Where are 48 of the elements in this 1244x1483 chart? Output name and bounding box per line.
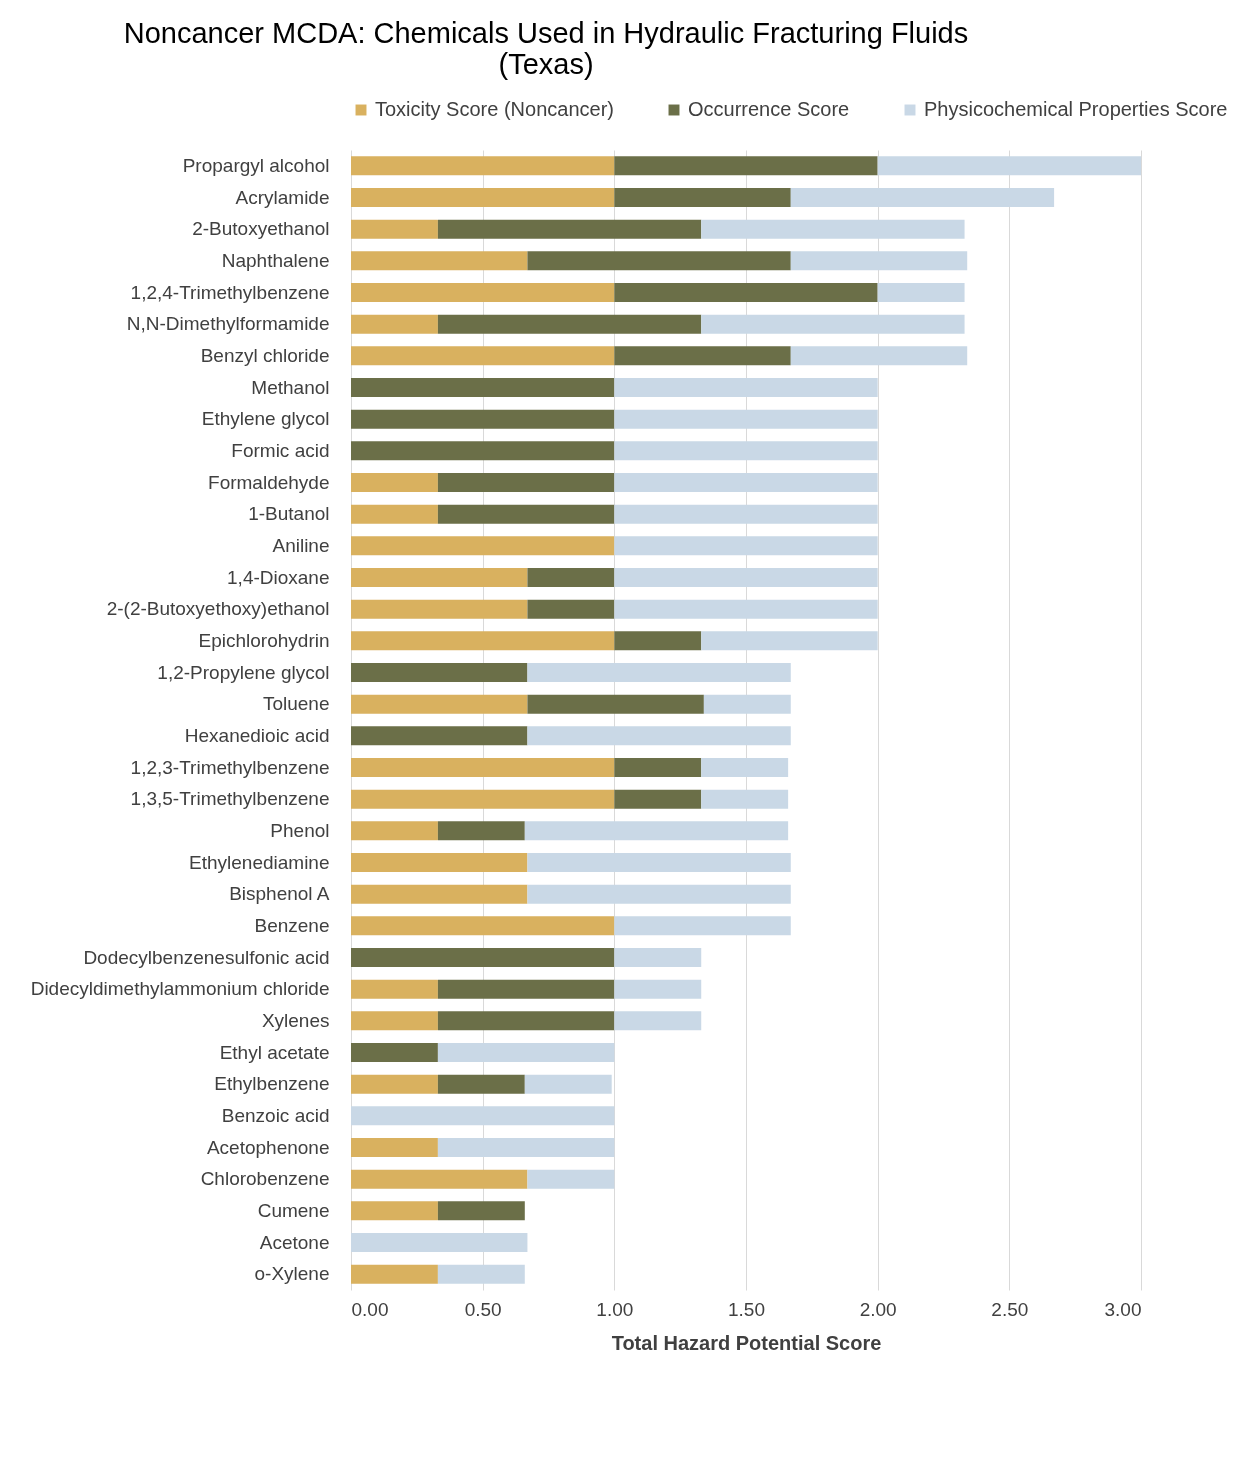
y-tick-label: Hexanedioic acid bbox=[184, 724, 330, 746]
y-tick-label: Ethylbenzene bbox=[214, 1073, 330, 1095]
y-tick-label: 1-Butanol bbox=[248, 503, 330, 525]
x-tick-label: 1.50 bbox=[728, 1298, 765, 1320]
y-tick-label: 1,2-Propylene glycol bbox=[157, 661, 330, 683]
y-tick-label: Acetone bbox=[259, 1231, 330, 1253]
y-tick-label: 1,3,5-Trimethylbenzene bbox=[130, 788, 330, 810]
y-tick-label: Propargyl alcohol bbox=[182, 154, 330, 176]
y-tick-label: Epichlorohydrin bbox=[198, 629, 330, 651]
y-tick-label: Toluene bbox=[262, 693, 330, 715]
y-tick-label: Benzene bbox=[254, 914, 330, 936]
y-tick-label: Aniline bbox=[272, 534, 330, 556]
y-tick-label: Methanol bbox=[251, 376, 330, 398]
y-tick-label: Benzoic acid bbox=[221, 1104, 330, 1126]
y-tick-label: Ethyl acetate bbox=[219, 1041, 330, 1063]
y-tick-label: Ethylene glycol bbox=[201, 408, 330, 430]
legend-label: Physicochemical Properties Score bbox=[924, 98, 1228, 120]
x-tick-label: 3.00 bbox=[1104, 1298, 1142, 1320]
x-tick-label: 0.00 bbox=[351, 1298, 389, 1320]
y-tick-label: Chlorobenzene bbox=[200, 1168, 330, 1190]
x-tick-label: 1.00 bbox=[596, 1298, 634, 1320]
y-tick-label: N,N-Dimethylformamide bbox=[126, 313, 330, 335]
y-tick-label: Acrylamide bbox=[235, 186, 330, 208]
legend-label: Occurrence Score bbox=[688, 98, 850, 120]
y-tick-label: Formaldehyde bbox=[208, 471, 330, 493]
y-tick-label: 1,4-Dioxane bbox=[227, 566, 330, 588]
y-tick-label: Formic acid bbox=[231, 439, 330, 461]
x-tick-label: 2.50 bbox=[991, 1298, 1029, 1320]
y-tick-label: 1,2,3-Trimethylbenzene bbox=[130, 756, 330, 778]
x-tick-label: 2.00 bbox=[859, 1298, 897, 1320]
y-tick-label: Benzyl chloride bbox=[200, 344, 330, 366]
y-tick-label: Acetophenone bbox=[206, 1136, 330, 1158]
x-tick-label: 0.50 bbox=[464, 1298, 502, 1320]
y-tick-label: 2-Butoxyethanol bbox=[192, 218, 330, 240]
y-tick-label: 1,2,4-Trimethylbenzene bbox=[130, 281, 330, 303]
x-axis-title: Total Hazard Potential Score bbox=[611, 1331, 882, 1354]
y-tick-label: Dodecylbenzenesulfonic acid bbox=[83, 946, 330, 968]
chart-title: Noncancer MCDA: Chemicals Used in Hydraulic Fracturing Fluids (Texas) bbox=[123, 17, 969, 80]
y-tick-label: Ethylenediamine bbox=[189, 851, 330, 873]
y-tick-label: Cumene bbox=[257, 1199, 330, 1221]
legend-label: Toxicity Score (Noncancer) bbox=[375, 98, 614, 120]
y-tick-label: Naphthalene bbox=[221, 249, 330, 271]
y-tick-label: Xylenes bbox=[261, 1009, 330, 1031]
y-tick-label: 2-(2-Butoxyethoxy)ethanol bbox=[106, 598, 330, 620]
y-tick-label: Phenol bbox=[270, 819, 330, 841]
y-tick-label: Didecyldimethylammonium chloride bbox=[30, 978, 330, 1000]
y-tick-label: o-Xylene bbox=[254, 1263, 330, 1285]
y-tick-label: Bisphenol A bbox=[229, 883, 330, 905]
